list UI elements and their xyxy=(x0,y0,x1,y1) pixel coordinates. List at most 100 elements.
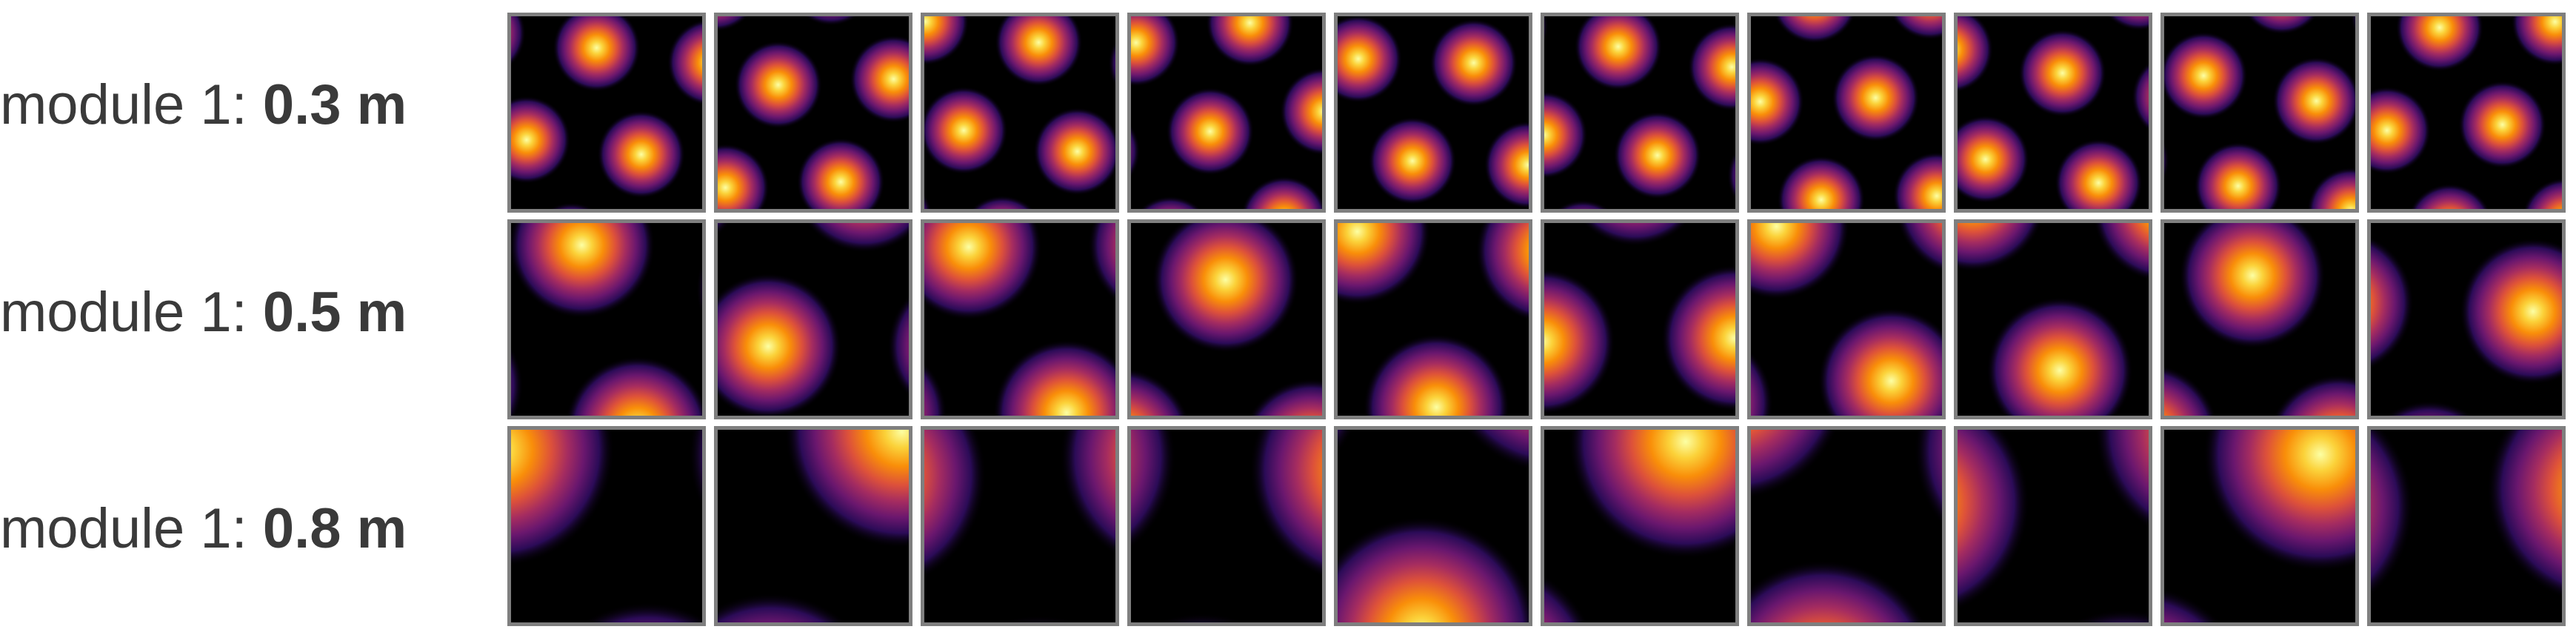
firing-field xyxy=(597,110,686,199)
firing-field xyxy=(511,223,655,319)
firing-field xyxy=(2093,223,2149,281)
rate-map-canvas xyxy=(1751,16,1942,209)
firing-field xyxy=(2460,238,2562,385)
rate-map-tile xyxy=(1954,219,2152,419)
rate-map-tile xyxy=(1954,426,2152,626)
firing-field xyxy=(2306,167,2355,209)
firing-field xyxy=(1555,199,1610,209)
firing-field xyxy=(970,195,1035,209)
firing-field xyxy=(2203,430,2355,572)
firing-field xyxy=(1033,107,1115,196)
rate-map-canvas xyxy=(1544,223,1735,416)
rate-map-tile xyxy=(921,219,1119,419)
firing-field xyxy=(1727,150,1735,202)
rate-map-canvas xyxy=(1338,16,1529,209)
firing-field xyxy=(2384,400,2475,416)
rate-map-canvas xyxy=(2371,16,2562,209)
firing-field xyxy=(1892,152,1942,209)
rate-map-canvas xyxy=(2371,430,2562,622)
firing-field xyxy=(1131,430,1176,550)
firing-field xyxy=(695,259,702,319)
firing-field xyxy=(2179,223,2326,349)
rate-map-canvas xyxy=(1958,223,2149,416)
firing-field xyxy=(1751,350,1774,416)
firing-field xyxy=(2106,16,2149,31)
firing-field xyxy=(718,143,770,209)
firing-field xyxy=(2164,31,2248,120)
rate-map-canvas xyxy=(1751,430,1942,622)
rate-map-tile xyxy=(1127,426,1326,626)
firing-field xyxy=(2272,374,2355,416)
rate-map-tile xyxy=(1541,426,1739,626)
rate-map-tile xyxy=(714,426,912,626)
firing-field xyxy=(2164,588,2223,622)
firing-field xyxy=(2272,56,2355,145)
firing-field xyxy=(511,430,615,567)
firing-field xyxy=(1475,223,1529,322)
firing-field xyxy=(1248,378,1322,416)
rate-map-tile xyxy=(2367,13,2566,213)
firing-field xyxy=(2194,142,2283,209)
firing-field xyxy=(1751,223,1850,300)
firing-field xyxy=(1574,16,1663,91)
firing-field xyxy=(1958,430,2030,611)
firing-field xyxy=(805,223,909,253)
rate-map-tile xyxy=(1127,219,1326,419)
firing-field xyxy=(924,86,1008,175)
rate-map-canvas xyxy=(1131,223,1322,416)
firing-field xyxy=(1338,223,1431,305)
rate-map-tile xyxy=(714,13,912,213)
row-label-value: 0.5 m xyxy=(262,281,407,344)
rate-map-tile xyxy=(1954,13,2152,213)
row-label-prefix: module 1: xyxy=(0,281,263,344)
firing-field xyxy=(2132,61,2149,132)
firing-field xyxy=(1958,115,2029,204)
firing-field xyxy=(1131,368,1189,416)
firing-field xyxy=(565,356,702,416)
firing-field xyxy=(2486,430,2562,599)
firing-field xyxy=(2395,16,2484,72)
firing-field xyxy=(1544,268,1615,415)
firing-field xyxy=(553,16,641,92)
rate-map-canvas xyxy=(511,430,702,622)
rate-map-tile xyxy=(1747,426,1946,626)
firing-field xyxy=(803,16,858,26)
firing-field xyxy=(2371,86,2432,175)
firing-field xyxy=(2164,365,2217,416)
firing-field xyxy=(924,361,947,416)
firing-field xyxy=(998,615,1080,622)
firing-field xyxy=(784,430,909,549)
firing-field xyxy=(1059,430,1115,556)
rate-map-canvas xyxy=(511,223,702,416)
rate-map-tile xyxy=(921,426,1119,626)
rate-map-canvas xyxy=(1544,430,1735,622)
firing-field xyxy=(1914,430,1942,527)
rate-map-tile xyxy=(714,219,912,419)
rate-map-canvas xyxy=(1958,16,2149,209)
firing-field xyxy=(1131,124,1141,179)
firing-field xyxy=(1832,53,1920,142)
rate-map-canvas xyxy=(924,223,1115,416)
firing-field xyxy=(548,202,595,209)
firing-field xyxy=(511,345,524,416)
firing-field xyxy=(1544,90,1588,179)
firing-field xyxy=(1338,516,1529,622)
firing-field xyxy=(1688,23,1735,111)
rate-map-tile xyxy=(1541,13,1739,213)
firing-field xyxy=(1774,16,1855,44)
firing-field xyxy=(1484,121,1529,209)
firing-field xyxy=(1280,67,1322,156)
firing-field xyxy=(924,16,970,66)
firing-field xyxy=(1155,613,1248,622)
rate-map-tile xyxy=(1127,13,1326,213)
rate-map-canvas xyxy=(1544,16,1735,209)
rate-map-canvas xyxy=(511,16,702,209)
firing-field xyxy=(995,16,1083,87)
firing-field xyxy=(1166,87,1255,176)
firing-field xyxy=(2055,139,2143,209)
firing-field xyxy=(1751,57,1804,146)
rate-map-canvas xyxy=(2164,223,2355,416)
firing-field xyxy=(1544,574,1589,622)
rate-map-tile xyxy=(507,219,706,419)
firing-field xyxy=(718,223,731,237)
